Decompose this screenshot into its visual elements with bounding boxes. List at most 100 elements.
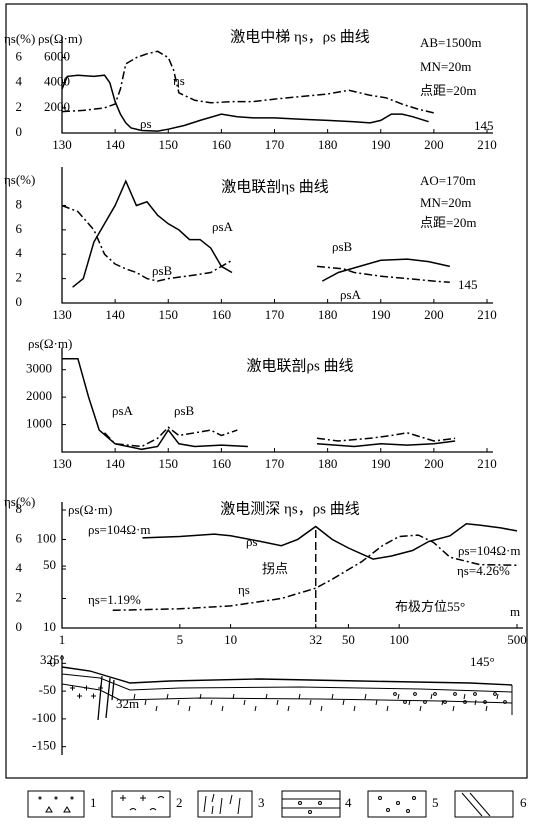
- y-tick-label: 4: [16, 74, 23, 89]
- y-tick-label: 0: [16, 619, 23, 634]
- x-tick-label: 150: [159, 456, 179, 471]
- y2-axis-title: ρs(Ω·m): [38, 31, 82, 46]
- series-label: ρsB: [174, 403, 195, 418]
- rock-symbol: [91, 693, 96, 699]
- x-tick-label: 130: [52, 307, 72, 322]
- y-tick-label: 4: [16, 245, 23, 260]
- rock-symbol: [463, 700, 467, 704]
- y-tick-label: 6: [16, 530, 23, 545]
- x-tick-label: 170: [265, 456, 285, 471]
- rock-symbol: [419, 705, 422, 712]
- legend-symbol: [298, 801, 322, 814]
- x-tick-label: 500: [507, 632, 527, 647]
- annotation: MN=20m: [420, 59, 471, 74]
- series-line: [61, 204, 450, 284]
- legend-symbol: [282, 798, 340, 809]
- annotation: 145: [474, 118, 494, 133]
- x-tick-label: 190: [371, 456, 391, 471]
- x-tick-label: 170: [265, 307, 285, 322]
- rock-symbol: [98, 685, 103, 691]
- rock-symbol: [287, 705, 290, 712]
- rock-symbol: [364, 693, 367, 700]
- rock-symbol: [430, 693, 433, 700]
- annotation: 拐点: [262, 561, 288, 576]
- rock-symbol: [144, 699, 147, 706]
- y-tick-label: -100: [32, 710, 56, 725]
- x-tick-label: 200: [424, 456, 444, 471]
- rock-symbol: [298, 693, 301, 700]
- legend-label: 4: [345, 795, 352, 810]
- y2-tick-label: 10: [43, 619, 56, 634]
- series-label: ρsA: [112, 403, 134, 418]
- y-tick-label: -50: [39, 682, 56, 697]
- rock-symbol: [423, 700, 427, 704]
- x-tick-label: 190: [371, 137, 391, 152]
- y-tick-label: 1000: [26, 416, 52, 431]
- y-tick-label: 2: [16, 589, 23, 604]
- x-tick-label: 170: [265, 137, 285, 152]
- annotation: 点距=20m: [420, 215, 476, 230]
- legend-box: [454, 790, 514, 818]
- series-line: [142, 523, 518, 560]
- y-tick-label: 6: [16, 49, 23, 64]
- y-tick-label: 6: [16, 221, 23, 236]
- legend-symbol: [120, 795, 165, 811]
- legend-symbol: [38, 796, 74, 813]
- x-tick-label: 130: [52, 456, 72, 471]
- rock-symbol: [309, 699, 312, 706]
- x-tick-label: 150: [159, 137, 179, 152]
- x-tick-label: 5: [177, 632, 184, 647]
- x-tick-label: 150: [159, 307, 179, 322]
- rock-symbol: [331, 693, 334, 700]
- y2-axis-title: ρs(Ω·m): [68, 502, 112, 517]
- x-tick-label: 200: [424, 137, 444, 152]
- y2-tick-label: 4000: [44, 74, 70, 89]
- x-tick-label: 190: [371, 307, 391, 322]
- chart-title: 激电联剖ηs 曲线: [221, 178, 328, 195]
- layer-boundary: [61, 673, 513, 693]
- x-tick-label: 160: [212, 307, 232, 322]
- rock-symbol: [342, 699, 345, 706]
- annotation: 32m: [116, 696, 139, 711]
- rock-symbol: [210, 699, 213, 706]
- rock-symbol: [443, 700, 447, 704]
- annotation: ηs=4.26%: [457, 563, 510, 578]
- x-tick-label: 180: [318, 137, 338, 152]
- chart-title: 激电测深 ηs，ρs 曲线: [220, 500, 360, 517]
- rock-symbol: [84, 685, 89, 691]
- y2-tick-label: 6000: [44, 49, 70, 64]
- rock-symbol: [276, 699, 279, 706]
- x-tick-label: 140: [105, 307, 125, 322]
- rock-symbol: [413, 692, 417, 696]
- y-tick-label: 0: [50, 654, 57, 669]
- series-line: [112, 534, 518, 612]
- legend-symbol: [378, 796, 416, 813]
- y-axis-title: ρs(Ω·m): [28, 336, 72, 351]
- legend-label: 5: [432, 795, 439, 810]
- series-line: [72, 179, 450, 288]
- y2-tick-label: 100: [37, 530, 57, 545]
- y2-tick-label: 50: [43, 557, 56, 572]
- rock-symbol: [232, 693, 235, 700]
- rock-symbol: [485, 705, 488, 712]
- annotation: 325°: [40, 652, 65, 667]
- y-tick-label: 2: [16, 99, 23, 114]
- series-line: [103, 426, 456, 448]
- y-tick-label: 3000: [26, 361, 52, 376]
- rock-symbol: [408, 699, 411, 706]
- legend-box: [281, 790, 341, 818]
- annotation: 点距=20m: [420, 83, 476, 98]
- x-tick-label: 140: [105, 456, 125, 471]
- annotation: AO=170m: [420, 173, 476, 188]
- rock-symbol: [474, 699, 477, 706]
- rock-symbol: [433, 692, 437, 696]
- x-tick-label: 210: [477, 307, 497, 322]
- y-tick-label: 0: [16, 294, 23, 309]
- annotation: ηs=1.19%: [88, 592, 141, 607]
- terrain-surface: [61, 666, 513, 686]
- series-line: [61, 74, 429, 132]
- rock-symbol: [70, 685, 75, 691]
- rock-symbol: [188, 705, 191, 712]
- y-tick-label: 8: [16, 501, 23, 516]
